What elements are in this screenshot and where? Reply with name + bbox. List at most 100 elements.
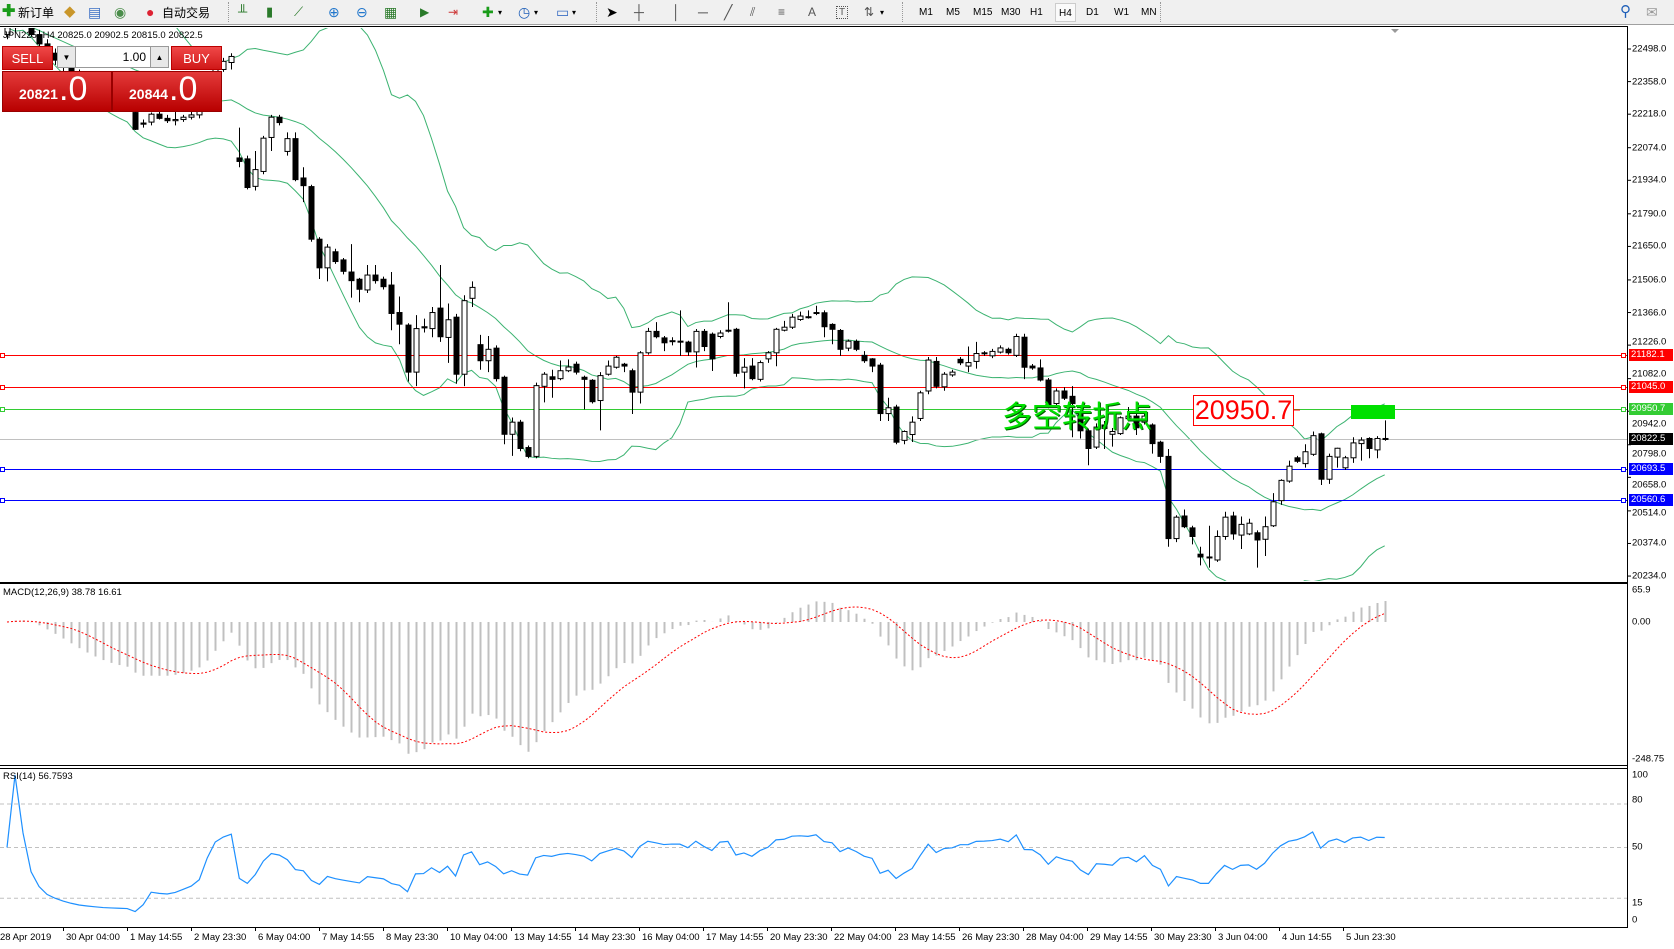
time-axis-label: 30 Apr 04:00 <box>66 932 120 943</box>
navigator-button[interactable]: ▤ <box>88 2 104 22</box>
periods-button[interactable]: ◷ ▾ <box>518 2 538 22</box>
candle-body <box>765 352 772 360</box>
candle <box>989 348 996 359</box>
lot-decrease-icon[interactable]: ▼ <box>58 47 76 67</box>
bar-chart-button[interactable]: ╨ <box>238 2 254 22</box>
chart-shift-button[interactable]: ⇥ <box>448 2 464 22</box>
candle <box>1021 333 1028 380</box>
timeframe-h4[interactable]: H4 <box>1055 3 1076 22</box>
candle-body <box>989 350 996 357</box>
candle-body <box>709 333 716 360</box>
reversal-point-annotation[interactable]: 多空转折点 <box>1002 401 1152 434</box>
candle-body <box>877 364 884 415</box>
timeframe-m1[interactable]: M1 <box>919 7 933 18</box>
candle <box>284 132 291 156</box>
candle-body <box>685 341 692 353</box>
green-marker-rectangle[interactable] <box>1351 405 1395 419</box>
candle <box>605 360 612 376</box>
lot-input[interactable]: 1.00 <box>122 50 146 64</box>
signals-button[interactable]: ◉ <box>114 2 130 22</box>
candle-body <box>292 138 299 181</box>
candle <box>981 351 988 356</box>
candle-body <box>461 300 468 375</box>
search-button[interactable]: ⚲ <box>1620 2 1636 22</box>
candle-chart-button[interactable]: ▮ <box>266 2 282 22</box>
vertical-line-button[interactable]: │ <box>672 2 688 22</box>
candle <box>461 295 468 387</box>
candle-body <box>453 316 460 375</box>
time-axis-label: 4 Jun 14:55 <box>1282 932 1332 943</box>
candle-body <box>789 316 796 328</box>
time-axis-label: 5 Jun 23:30 <box>1346 932 1396 943</box>
channel-button[interactable]: ⫽ <box>750 2 766 22</box>
sell-button[interactable]: SELL <box>2 46 53 70</box>
candle <box>557 360 564 381</box>
candle-body <box>1077 413 1084 432</box>
cursor-button[interactable]: ➤ <box>606 2 622 22</box>
tile-windows-button[interactable]: ▦ <box>384 2 400 22</box>
candle <box>733 327 740 377</box>
candle <box>372 265 379 284</box>
market-watch-button[interactable]: ◆ <box>64 2 80 22</box>
templates-button[interactable]: ▭ ▾ <box>556 2 576 22</box>
zoom-out-button[interactable]: ⊖ <box>356 2 372 22</box>
candle-body <box>1262 526 1269 540</box>
time-axis-label: 17 May 14:55 <box>706 932 764 943</box>
indicators-button[interactable]: ✚ ▾ <box>482 2 502 22</box>
zoom-in-button[interactable]: ⊕ <box>328 2 344 22</box>
candle <box>1093 423 1100 449</box>
candle <box>485 336 492 373</box>
lot-increase-icon[interactable]: ▲ <box>150 47 168 67</box>
candle <box>709 332 716 371</box>
candle-body <box>1029 365 1036 369</box>
candle <box>621 362 628 373</box>
timeframe-mn[interactable]: MN <box>1141 7 1157 18</box>
price-axis-label: 21366.0 <box>1632 307 1667 319</box>
timeframe-m5[interactable]: M5 <box>946 7 960 18</box>
candle <box>1125 407 1132 420</box>
timeframe-d1[interactable]: D1 <box>1086 7 1099 18</box>
candle-body <box>1214 535 1221 561</box>
candle-body <box>316 238 323 269</box>
candle-body <box>1141 415 1148 423</box>
candle-body <box>469 286 476 299</box>
arrows-button[interactable]: ⇅ ▾ <box>864 2 884 22</box>
auto-scroll-button[interactable]: ▶ <box>420 2 436 22</box>
time-axis-label: 14 May 23:30 <box>578 932 636 943</box>
candle <box>917 390 924 422</box>
candle-body <box>1286 465 1293 482</box>
candle-body <box>733 328 740 374</box>
candle-body <box>525 447 532 457</box>
trendline-button[interactable]: ╱ <box>724 2 740 22</box>
ask-price-box[interactable]: 20844 .0 <box>112 70 222 112</box>
candle <box>885 397 892 422</box>
candle <box>276 114 283 126</box>
label-button[interactable]: T <box>836 2 849 22</box>
horizontal-line-button[interactable]: ─ <box>698 2 714 22</box>
candle-body <box>421 326 428 329</box>
fibonacci-button[interactable]: ≡ <box>778 2 794 22</box>
candle-body <box>933 360 940 387</box>
line-chart-button[interactable]: ⟋ <box>294 2 310 22</box>
candle <box>1053 388 1060 406</box>
new-order-button[interactable]: ✚ 新订单 <box>2 2 54 22</box>
price-axis-label: 21934.0 <box>1632 174 1667 186</box>
timeframe-m30[interactable]: M30 <box>1001 7 1021 18</box>
timeframe-h1[interactable]: H1 <box>1030 7 1043 18</box>
crosshair-button[interactable]: ┼ <box>634 2 650 22</box>
price-axis-label: 21506.0 <box>1632 274 1667 286</box>
text-button[interactable]: A <box>808 2 816 22</box>
bid-price-box[interactable]: 20821 .0 <box>2 70 112 112</box>
buy-button[interactable]: BUY <box>171 46 222 70</box>
auto-trading-button[interactable]: ● 自动交易 <box>146 2 210 22</box>
candle <box>493 345 500 382</box>
reversal-price-box[interactable]: 20950.7 <box>1193 395 1294 426</box>
timeframe-w1[interactable]: W1 <box>1114 7 1129 18</box>
chat-button[interactable]: ✉ <box>1646 2 1662 22</box>
time-axis-label: 7 May 14:55 <box>322 932 375 943</box>
timeframe-m15[interactable]: M15 <box>973 7 993 18</box>
time-axis-label: 1 May 14:55 <box>130 932 183 943</box>
price-level-label: 20950.7 <box>1629 403 1673 416</box>
candle-body <box>1189 527 1196 537</box>
